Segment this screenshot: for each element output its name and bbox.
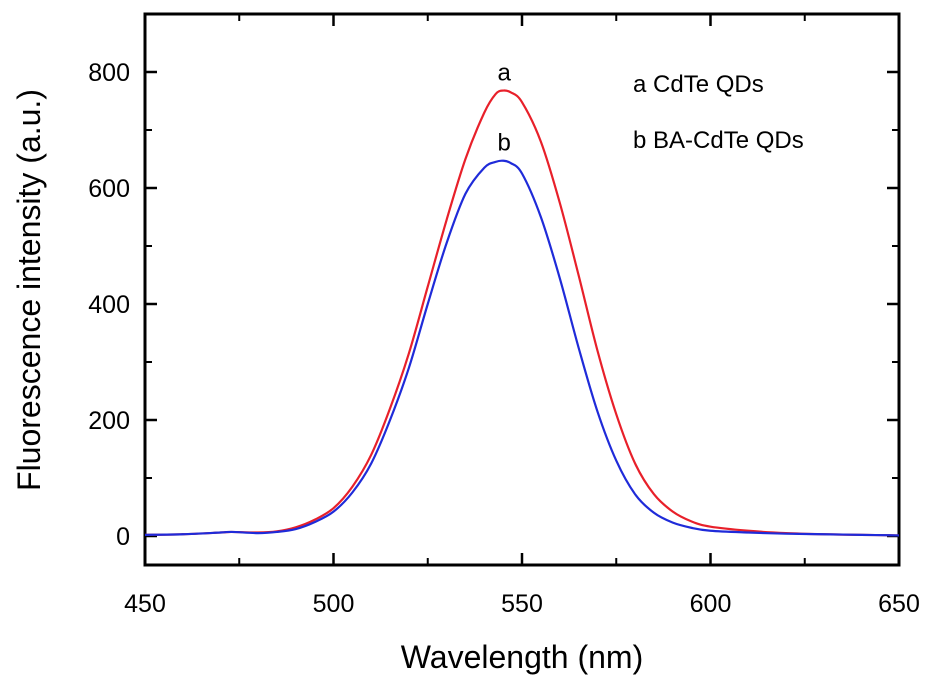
y-tick-label: 400	[88, 291, 130, 319]
x-tick-label: 500	[313, 590, 355, 618]
series-line-a	[144, 89, 900, 537]
y-tick-label: 600	[88, 175, 130, 203]
legend: a CdTe QDs b BA-CdTe QDs	[633, 71, 804, 154]
series-lines	[144, 89, 900, 537]
series-line-b	[144, 159, 900, 537]
x-tick-label: 550	[501, 590, 543, 618]
y-tick-label: 800	[88, 59, 130, 87]
y-tick-labels: 0 200 400 600 800	[88, 59, 130, 551]
x-tick-label: 650	[878, 590, 920, 618]
tick-marks	[143, 14, 901, 565]
x-axis-title: Wavelength (nm)	[401, 639, 643, 675]
x-tick-label: 600	[690, 590, 732, 618]
y-axis-title: Fluorescence intensity (a.u.)	[11, 89, 47, 491]
y-tick-label: 200	[88, 407, 130, 435]
curve-label-b: b	[497, 130, 510, 157]
legend-entry-b: b BA-CdTe QDs	[633, 127, 804, 154]
y-tick-label: 0	[116, 523, 130, 551]
x-tick-labels: 450 500 550 600 650	[124, 590, 920, 618]
curve-label-a: a	[497, 60, 511, 87]
plot-frame	[143, 12, 901, 567]
x-tick-label: 450	[124, 590, 166, 618]
legend-entry-a: a CdTe QDs	[633, 71, 764, 98]
